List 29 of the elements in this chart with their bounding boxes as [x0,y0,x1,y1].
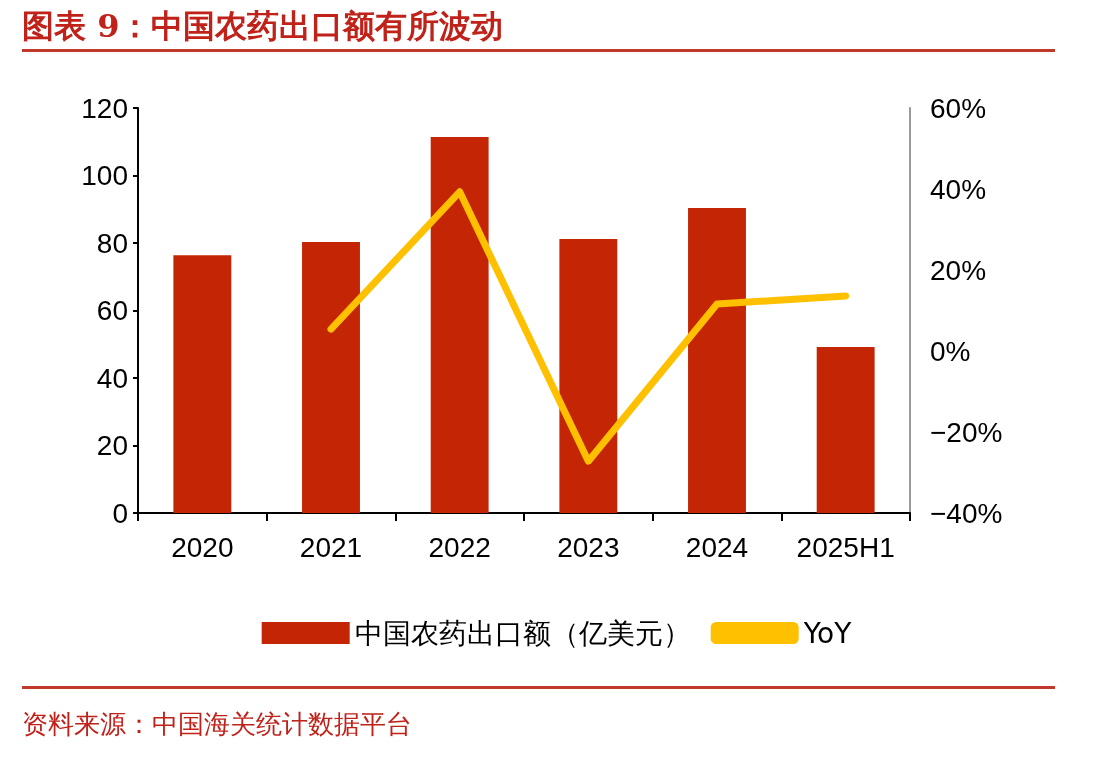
bar [816,346,875,513]
chart-title: 图表 9：中国农药出口额有所波动 [22,4,1055,52]
y-tick-label: 40 [96,362,128,394]
y-tick-label: 80 [96,227,128,259]
y-tick-label: 0 [112,497,128,529]
legend-label: 中国农药出口额（亿美元） [354,616,691,650]
text: 资料来源：中国海关统计数据平台 [22,686,1055,742]
x-tick-label: 2020 [171,531,234,563]
y2-tick-label: −20% [930,416,1003,448]
y-tick-label: 60 [96,295,128,326]
x-tick-label: 2021 [299,531,363,563]
bar [688,207,746,513]
y2-tick-label: 40% [930,173,987,205]
y-tick-label: 20 [96,430,128,461]
y2-tick-label: 0% [930,335,971,367]
bar [559,238,618,513]
y2-tick-label: 20% [930,254,987,286]
x-tick-label: 2022 [428,531,491,563]
x-tick-label: 2025H1 [796,531,895,563]
y2-tick-label: −40% [930,497,1003,529]
x-tick-label: 2024 [685,531,749,563]
legend-label: YoY [802,616,853,650]
y-tick-label: 100 [81,160,128,191]
bar [302,241,360,513]
bar [430,137,489,513]
bar [173,255,232,513]
y-tick-label: 120 [81,92,128,124]
y2-tick-label: 60% [930,92,987,124]
x-tick-label: 2023 [557,531,620,563]
